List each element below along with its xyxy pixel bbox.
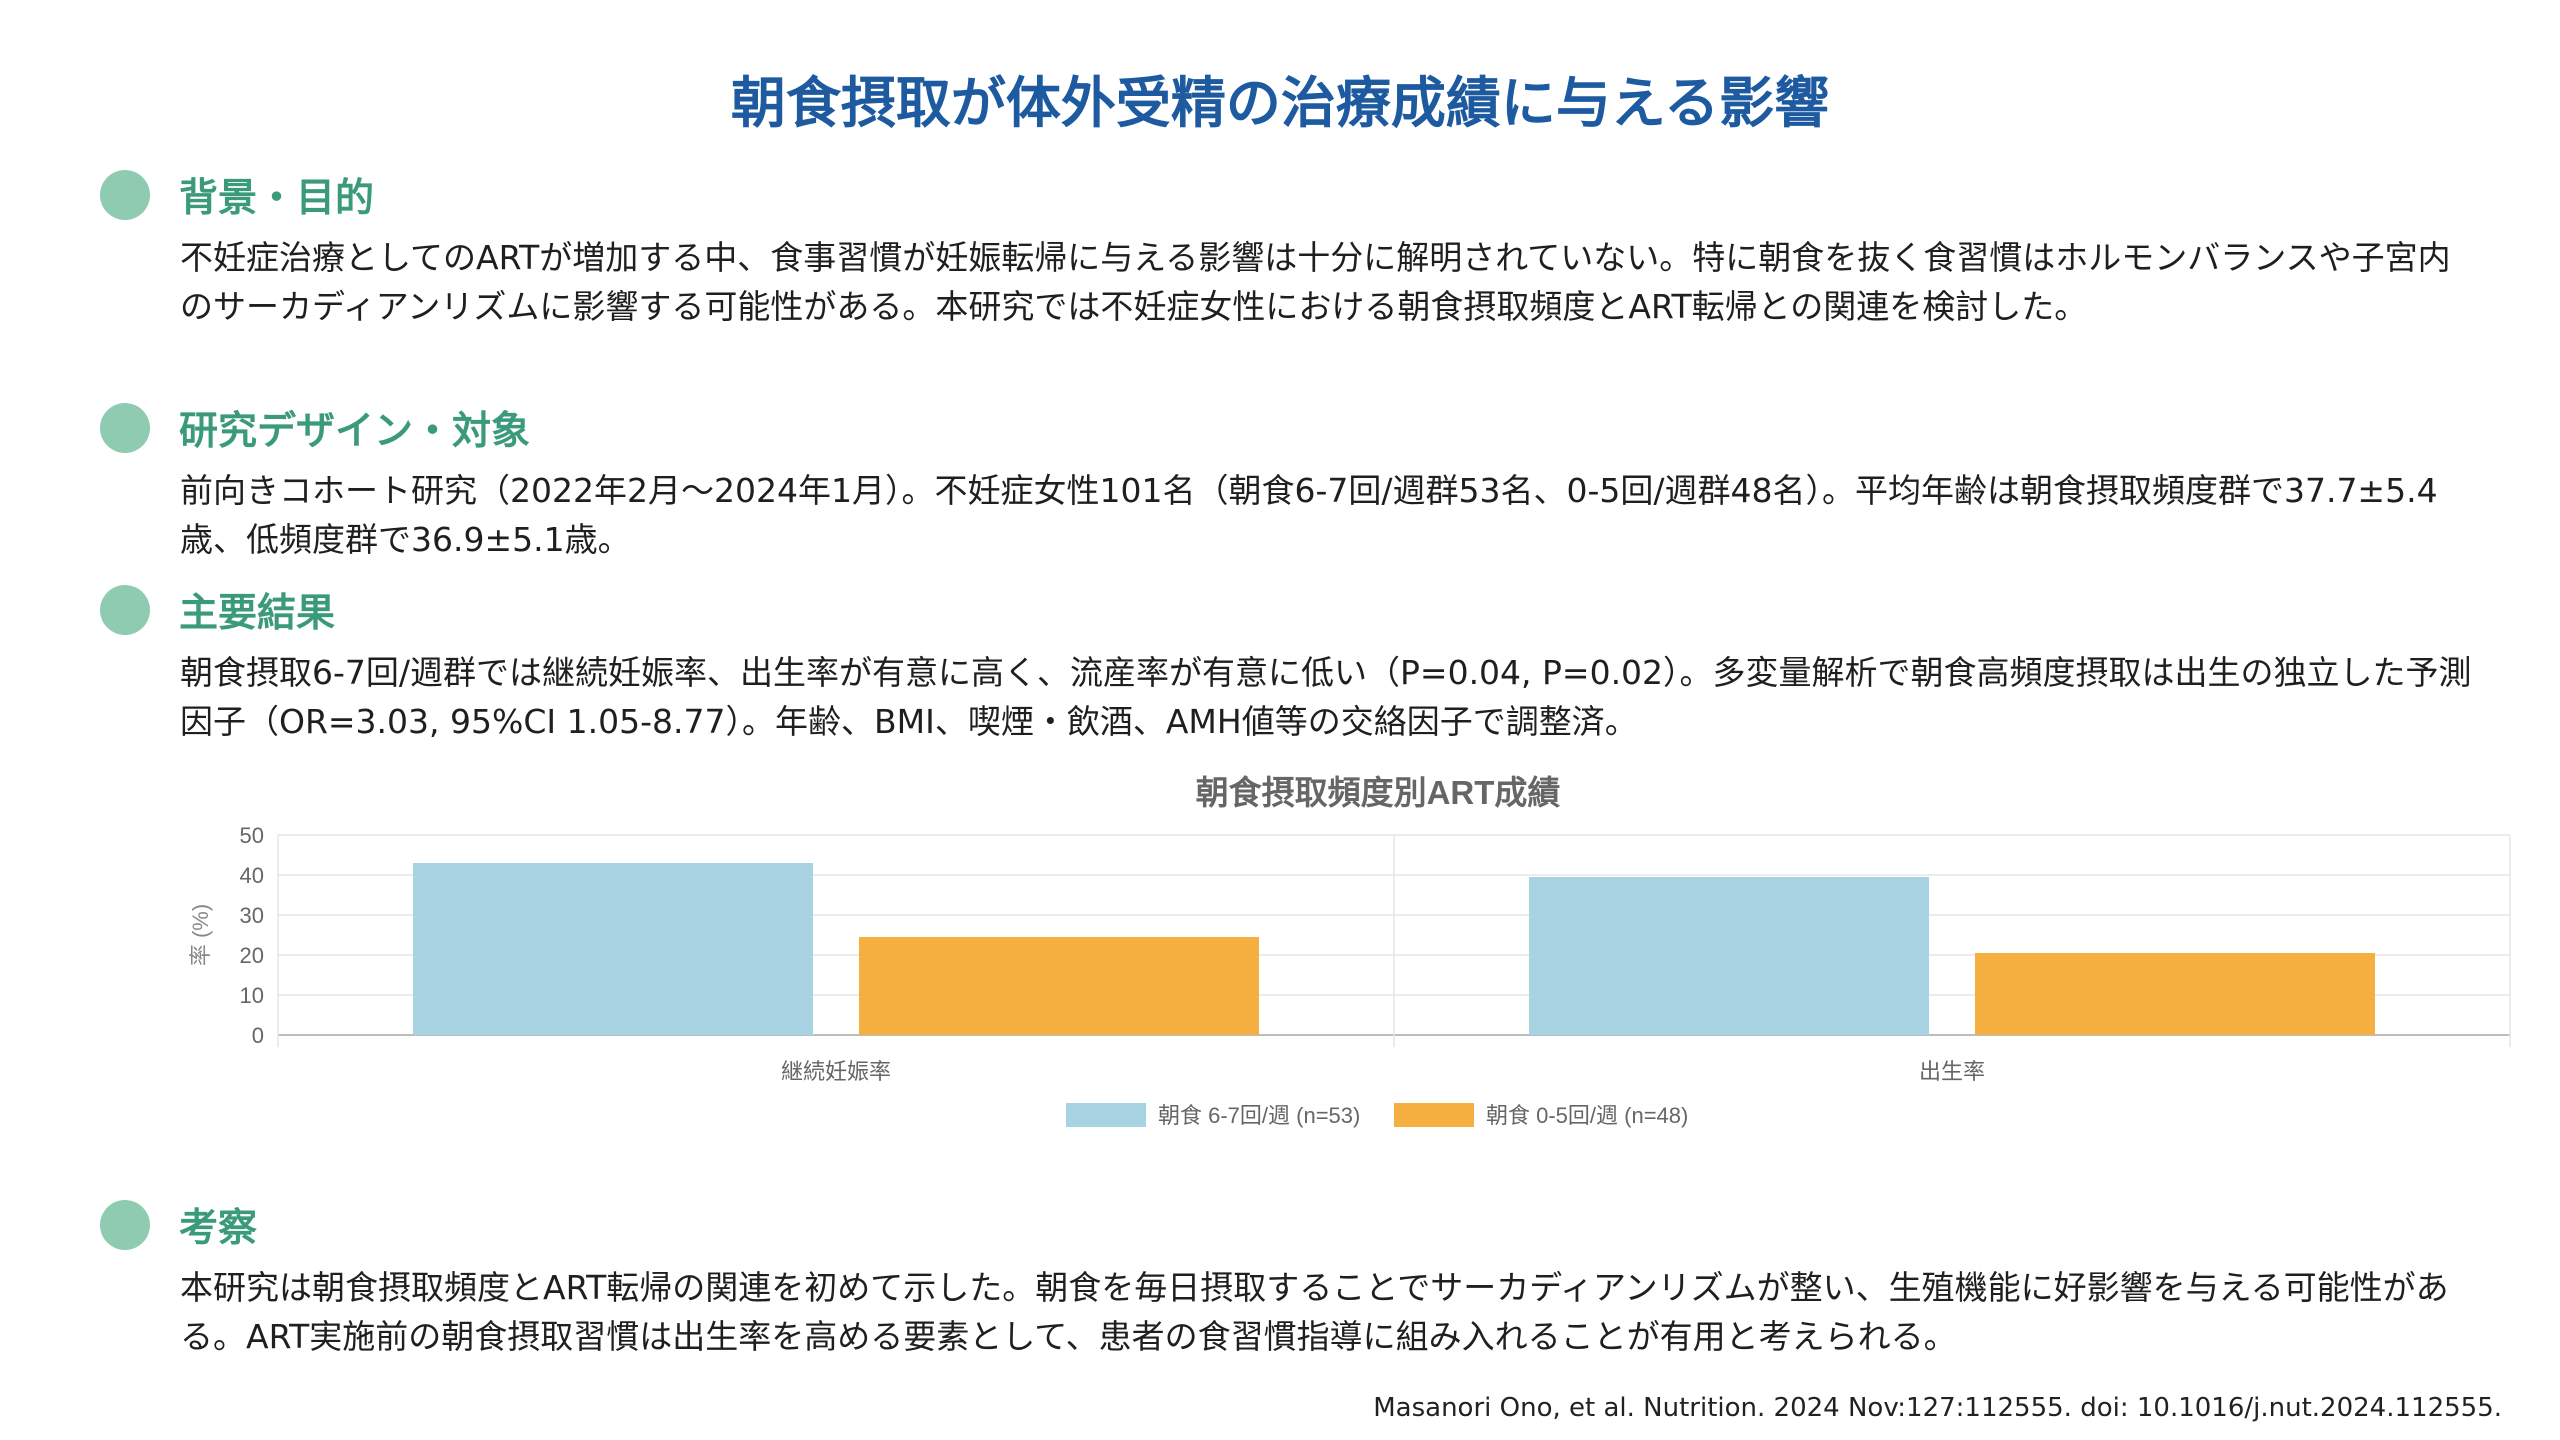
y-tick-label: 30 <box>240 903 264 928</box>
bullet-dot-icon <box>100 585 150 635</box>
section-body: 不妊症治療としてのARTが増加する中、食事習慣が妊娠転帰に与える影響は十分に解明… <box>180 238 2451 326</box>
bar <box>859 937 1259 1035</box>
bullet-dot-icon <box>100 403 150 453</box>
bar <box>1529 877 1929 1035</box>
bar <box>1975 953 2375 1035</box>
citation: Masanori Ono, et al. Nutrition. 2024 Nov… <box>1373 1393 2502 1423</box>
section-main-results: 主要結果 朝食摂取6-7回/週群では継続妊娠率、出生率が有意に高く、流産率が有意… <box>100 580 2480 746</box>
section-discussion: 考察 本研究は朝食摂取頻度とART転帰の関連を初めて示した。朝食を毎日摂取するこ… <box>100 1195 2480 1361</box>
section-study-design: 研究デザイン・対象 前向きコホート研究（2022年2月〜2024年1月）。不妊症… <box>100 398 2480 564</box>
y-tick-label: 40 <box>240 863 264 888</box>
page-title: 朝食摂取が体外受精の治療成績に与える影響 <box>730 71 1830 135</box>
bar-chart: 朝食摂取頻度別ART成績 0 10 20 30 40 50 率 (%) 継続妊娠率 出生率朝食 6… <box>160 765 2520 1155</box>
section-heading: 主要結果 <box>179 591 336 636</box>
section-heading: 背景・目的 <box>179 176 375 221</box>
bar <box>413 863 813 1035</box>
section-body: 朝食摂取6-7回/週群では継続妊娠率、出生率が有意に高く、流産率が有意に低い（P… <box>180 653 2472 741</box>
section-heading: 研究デザイン・対象 <box>179 409 531 454</box>
section-body: 本研究は朝食摂取頻度とART転帰の関連を初めて示した。朝食を毎日摂取することでサ… <box>180 1268 2449 1356</box>
bullet-dot-icon <box>100 170 150 220</box>
bullet-dot-icon <box>100 1200 150 1250</box>
legend-swatch <box>1066 1103 1146 1127</box>
chart-title: 朝食摂取頻度別ART成績 <box>1196 774 1561 811</box>
legend-swatch <box>1394 1103 1474 1127</box>
y-tick-label: 0 <box>252 1023 264 1048</box>
section-heading: 考察 <box>179 1206 258 1251</box>
x-tick-label: 出生率 <box>1919 1059 1985 1084</box>
legend-label: 朝食 6-7回/週 (n=53) <box>1158 1103 1360 1128</box>
y-tick-label: 20 <box>240 943 264 968</box>
y-axis-label: 率 (%) <box>188 904 213 966</box>
y-tick-label: 10 <box>240 983 264 1008</box>
section-background: 背景・目的 不妊症治療としてのARTが増加する中、食事習慣が妊娠転帰に与える影響… <box>100 165 2480 331</box>
section-body: 前向きコホート研究（2022年2月〜2024年1月）。不妊症女性101名（朝食6… <box>180 471 2438 559</box>
x-tick-label: 継続妊娠率 <box>781 1059 891 1084</box>
legend-label: 朝食 0-5回/週 (n=48) <box>1486 1103 1688 1128</box>
y-tick-label: 50 <box>240 823 264 848</box>
